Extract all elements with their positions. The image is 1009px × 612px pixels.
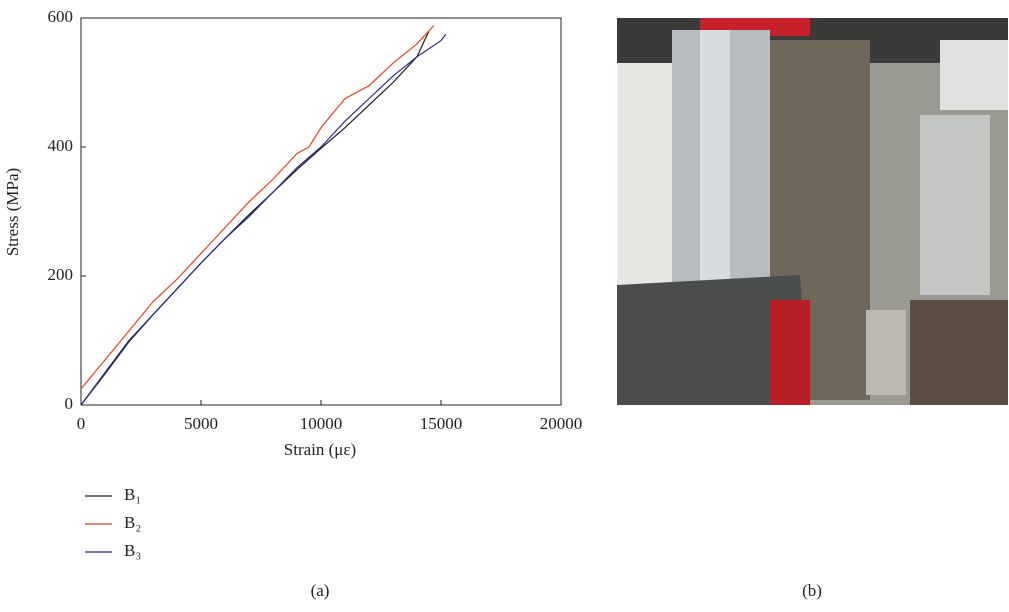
x-tick-label: 15000: [420, 414, 463, 433]
y-tick-label: 200: [48, 265, 74, 284]
x-tick-label: 20000: [540, 414, 583, 433]
y-tick-label: 0: [65, 394, 74, 413]
x-axis-label: Strain (με): [284, 440, 356, 459]
x-tick-label: 0: [77, 414, 86, 433]
legend-label: B₃: [124, 541, 141, 560]
photo: [617, 18, 1008, 405]
legend-label: B₂: [124, 513, 141, 532]
series-line: [80, 25, 435, 390]
y-axis-label: Stress (MPa): [3, 168, 22, 256]
series-line: [80, 33, 447, 406]
series-line: [80, 30, 430, 406]
x-tick-label: 10000: [300, 414, 343, 433]
x-tick-label: 5000: [184, 414, 218, 433]
y-tick-label: 400: [48, 136, 74, 155]
plot-frame: [80, 17, 562, 406]
caption: (a): [311, 581, 330, 600]
y-tick-label: 600: [48, 7, 74, 26]
caption: (b): [802, 581, 822, 600]
legend-label: B₁: [124, 485, 141, 504]
